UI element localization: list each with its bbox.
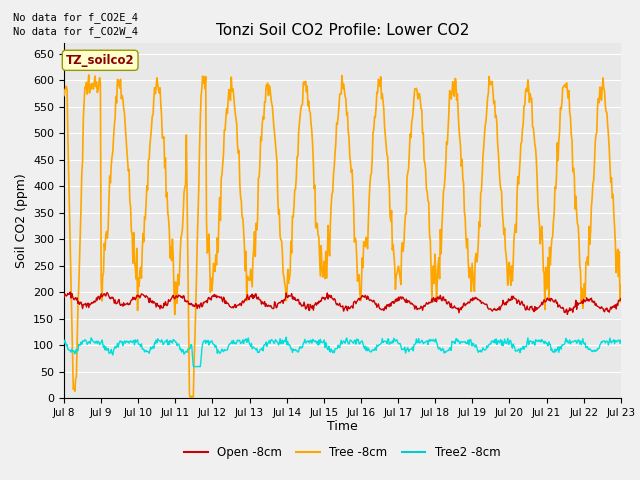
Open -8cm <box>617 296 625 301</box>
Open -8cm <box>564 312 572 317</box>
Open -8cm <box>428 300 435 305</box>
Tree -8cm <box>60 93 68 98</box>
X-axis label: Time: Time <box>327 420 358 432</box>
Tree -8cm <box>70 384 78 390</box>
Line: Tree2 -8cm: Tree2 -8cm <box>64 337 621 367</box>
Tree -8cm <box>185 331 193 337</box>
Text: No data for f_CO2E_4: No data for f_CO2E_4 <box>13 12 138 23</box>
Tree2 -8cm <box>282 334 290 340</box>
Line: Open -8cm: Open -8cm <box>64 292 621 314</box>
Open -8cm <box>128 297 136 303</box>
Tree -8cm <box>412 86 419 92</box>
Tree2 -8cm <box>60 340 68 346</box>
Tree2 -8cm <box>214 347 222 353</box>
Tree -8cm <box>128 231 136 237</box>
Text: No data for f_CO2W_4: No data for f_CO2W_4 <box>13 26 138 37</box>
Open -8cm <box>71 296 79 301</box>
Open -8cm <box>67 289 74 295</box>
Open -8cm <box>185 301 193 307</box>
Open -8cm <box>411 306 419 312</box>
Tree -8cm <box>617 282 625 288</box>
Open -8cm <box>214 294 222 300</box>
Tree -8cm <box>215 217 223 223</box>
Line: Tree -8cm: Tree -8cm <box>64 75 621 398</box>
Text: TZ_soilco2: TZ_soilco2 <box>66 54 134 67</box>
Tree2 -8cm <box>617 337 625 343</box>
Title: Tonzi Soil CO2 Profile: Lower CO2: Tonzi Soil CO2 Profile: Lower CO2 <box>216 23 469 38</box>
Tree2 -8cm <box>70 349 78 355</box>
Tree2 -8cm <box>189 364 197 370</box>
Tree -8cm <box>187 395 195 401</box>
Tree -8cm <box>428 294 436 300</box>
Tree2 -8cm <box>184 346 192 352</box>
Tree -8cm <box>85 72 93 78</box>
Open -8cm <box>60 294 68 300</box>
Legend: Open -8cm, Tree -8cm, Tree2 -8cm: Open -8cm, Tree -8cm, Tree2 -8cm <box>180 441 505 464</box>
Tree2 -8cm <box>412 341 419 347</box>
Y-axis label: Soil CO2 (ppm): Soil CO2 (ppm) <box>15 173 28 268</box>
Tree2 -8cm <box>127 338 135 344</box>
Tree2 -8cm <box>428 337 436 343</box>
